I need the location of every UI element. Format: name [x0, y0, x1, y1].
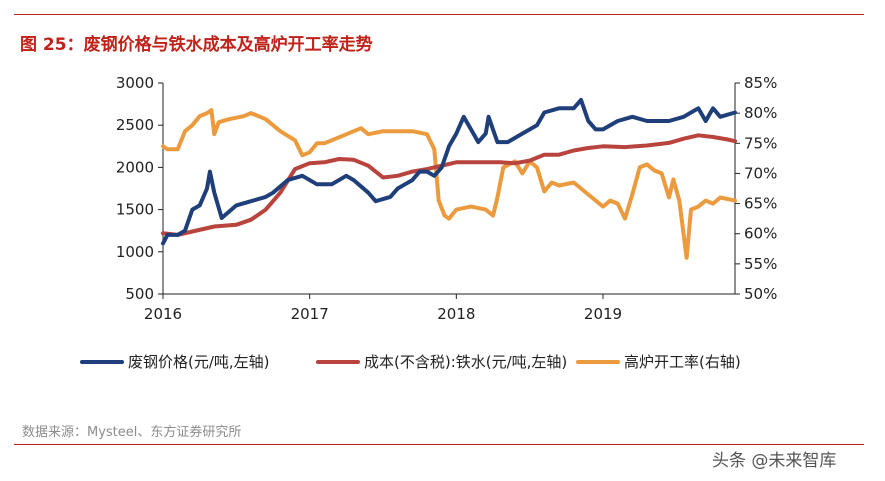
- data-source: 数据来源：Mysteel、东方证券研究所: [22, 425, 242, 440]
- top-rule: [14, 14, 864, 15]
- legend-label-2: 成本(不含税):铁水(元/吨,左轴): [364, 353, 567, 371]
- chart-legend: 废钢价格(元/吨,左轴) 成本(不含税):铁水(元/吨,左轴) 高炉开工率(右轴): [80, 353, 741, 371]
- watermark: 头条 @未来智库: [712, 451, 837, 471]
- bottom-rule: [14, 444, 864, 445]
- left-tick-label: 1500: [116, 201, 154, 219]
- series-line-2: [161, 133, 737, 237]
- x-tick-label: 2016: [144, 305, 182, 323]
- legend-label-3: 高炉开工率(右轴): [624, 353, 741, 371]
- chart-axes: 500 1000 1500 2000 2500 3000 50% 55% 60% 65% 70% 75…: [116, 74, 778, 323]
- right-tick-label: 85%: [744, 74, 777, 92]
- left-tick-label: 500: [125, 285, 154, 303]
- right-tick-label: 70%: [744, 164, 777, 182]
- left-tick-label: 2000: [116, 158, 154, 176]
- right-tick-label: 55%: [744, 255, 777, 273]
- x-tick-label: 2017: [291, 305, 329, 323]
- right-tick-label: 65%: [744, 195, 777, 213]
- x-tick-label: 2019: [584, 305, 622, 323]
- series-line-3: [161, 108, 737, 260]
- x-tick-label: 2018: [437, 305, 475, 323]
- left-tick-label: 2500: [116, 116, 154, 134]
- right-tick-label: 50%: [744, 285, 777, 303]
- right-tick-label: 80%: [744, 104, 777, 122]
- left-tick-label: 1000: [116, 243, 154, 261]
- figure-title: 图 25：废钢价格与铁水成本及高炉开工率走势: [20, 35, 373, 55]
- chart-lines: [161, 97, 737, 260]
- right-tick-label: 60%: [744, 225, 777, 243]
- legend-label-1: 废钢价格(元/吨,左轴): [128, 353, 270, 371]
- series-line-1: [161, 97, 737, 246]
- right-tick-label: 75%: [744, 134, 777, 152]
- left-tick-label: 3000: [116, 74, 154, 92]
- chart: 500 1000 1500 2000 2500 3000 50% 55% 60% 65% 70% 75…: [80, 74, 778, 371]
